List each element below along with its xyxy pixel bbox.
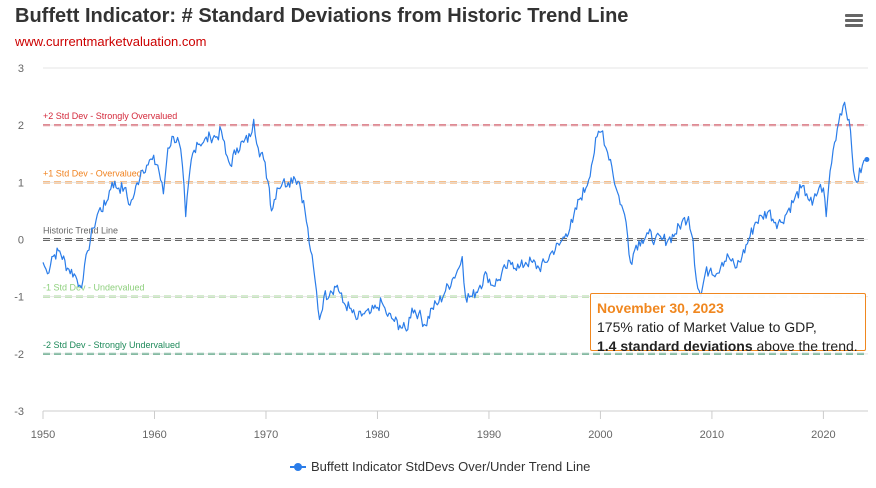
tooltip-date: November 30, 2023 [597,300,724,316]
reference-line-label: -1 Std Dev - Undervalued [43,283,145,293]
series-line-path[interactable] [42,101,867,332]
x-tick-label: 1970 [254,429,278,441]
reference-line-label: +2 Std Dev - Strongly Overvalued [43,111,177,121]
legend-symbol-icon [290,462,306,472]
x-tick-label: 2000 [588,429,612,441]
tooltip-stddev: 1.4 standard deviations [597,338,753,354]
menu-bar [845,19,863,22]
reference-line-label: -2 Std Dev - Strongly Undervalued [43,340,180,350]
y-tick-label: -2 [14,349,24,361]
data-point[interactable] [864,156,870,162]
legend-item[interactable]: Buffett Indicator StdDevs Over/Under Tre… [290,459,590,474]
x-tick-label: 2020 [811,429,835,441]
y-tick-label: 0 [18,235,24,247]
series-line [42,101,870,332]
tooltip-line2: 1.4 standard deviations above the trend. [597,337,859,356]
y-tick-label: 2 [18,120,24,132]
y-axis-ticks: 3 2 1 0 -1 -2 -3 [14,63,868,418]
y-tick-label: -3 [14,406,24,418]
x-tick-label: 1980 [365,429,389,441]
reference-line-label: +1 Std Dev - Overvalued [43,168,142,178]
tooltip-rest: above the trend. [752,338,858,354]
x-tick-label: 1960 [142,429,166,441]
legend-label: Buffett Indicator StdDevs Over/Under Tre… [311,459,591,474]
tooltip-line1: 175% ratio of Market Value to GDP, [597,319,817,335]
x-tick-label: 1990 [477,429,501,441]
y-tick-label: -1 [14,292,24,304]
x-axis: 1950 1960 1970 1980 1990 2000 2010 2020 [31,410,868,441]
y-tick-label: 1 [18,177,24,189]
menu-bar [845,24,863,27]
hamburger-menu-icon[interactable] [842,12,866,34]
y-tick-label: 3 [18,63,24,75]
chart-title: Buffett Indicator: # Standard Deviations… [15,5,629,27]
x-tick-label: 1950 [31,429,55,441]
reference-line-label: Historic Trend Line [43,226,118,236]
chart-subtitle: www.currentmarketvaluation.com [15,34,207,49]
data-tooltip: November 30, 2023 175% ratio of Market V… [590,293,866,354]
x-tick-label: 2010 [700,429,724,441]
menu-bar [845,14,863,17]
